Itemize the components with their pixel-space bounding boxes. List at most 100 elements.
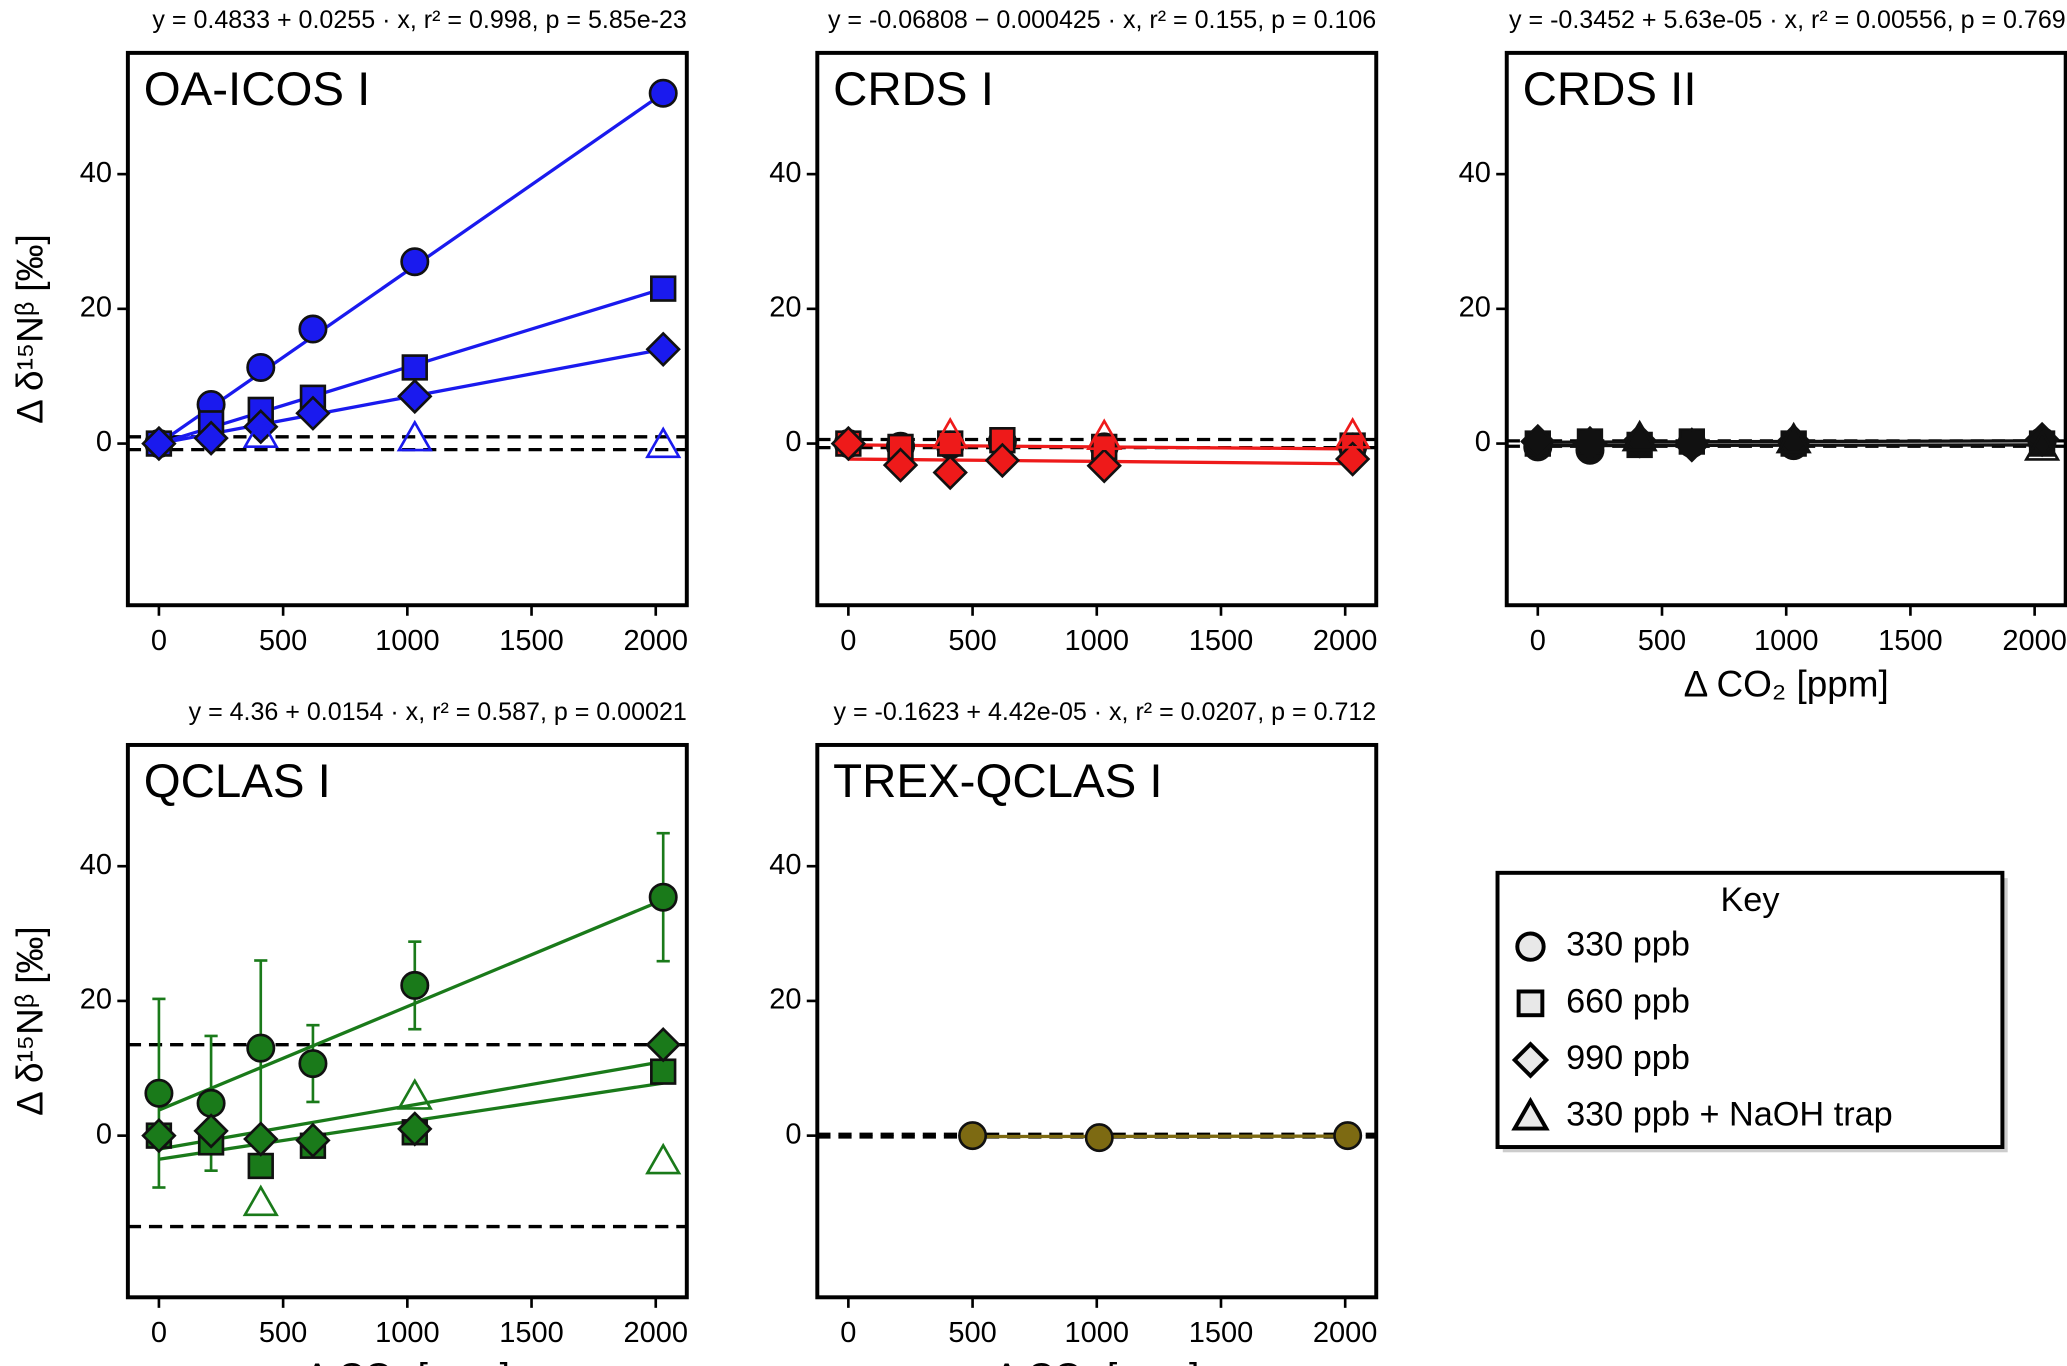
- data-point: [1333, 1121, 1363, 1151]
- x-tick-label: 500: [259, 625, 307, 657]
- data-point: [1775, 423, 1812, 460]
- y-tick-label: 0: [1475, 426, 1491, 458]
- x-tick-label: 500: [948, 1317, 996, 1349]
- data-point: [2023, 429, 2061, 461]
- plot-area: [127, 744, 687, 1298]
- data-point: [1084, 1123, 1114, 1153]
- panel-title: QCLAS I: [144, 755, 331, 808]
- data-point: [648, 882, 678, 912]
- x-tick-label: 500: [948, 625, 996, 657]
- x-tick-label: 2000: [623, 625, 688, 657]
- data-point: [243, 1121, 279, 1157]
- data-point: [397, 1111, 433, 1147]
- equation: y = -0.1623 + 4.42e-05 · x, r² = 0.0207,…: [834, 698, 1377, 726]
- data-point: [645, 331, 681, 367]
- x-tick-label: 0: [840, 1317, 856, 1349]
- data-point: [295, 395, 331, 431]
- data-point: [645, 426, 682, 459]
- data-point: [193, 1113, 229, 1149]
- data-point: [958, 1121, 988, 1151]
- plot-area: [127, 52, 687, 606]
- legend-marker: [1511, 1041, 1550, 1079]
- plot-frame: [1504, 50, 2067, 608]
- data-point: [401, 354, 428, 381]
- legend-label: 660 ppb: [1566, 982, 1690, 1020]
- x-tick-label: 2000: [1313, 625, 1378, 657]
- data-point: [246, 352, 276, 382]
- data-point: [400, 970, 430, 1000]
- data-point: [1775, 421, 1812, 454]
- data-point: [1572, 425, 1608, 462]
- legend-label: 330 ppb + NaOH trap: [1566, 1096, 1893, 1134]
- legend-marker: [1516, 989, 1545, 1018]
- data-point: [1334, 417, 1371, 449]
- x-tick-label: 500: [1638, 625, 1686, 657]
- x-tick-label: 2000: [623, 1317, 688, 1349]
- x-tick-label: 0: [1530, 625, 1546, 657]
- data-point: [882, 447, 919, 483]
- x-tick-label: 1500: [1878, 625, 1943, 657]
- data-point: [246, 1033, 276, 1063]
- x-axis-label: Δ CO₂ [ppm]: [1684, 664, 1889, 705]
- plot-area: [1506, 52, 2066, 606]
- legend-box: [1495, 870, 2005, 1149]
- x-tick-label: 1000: [1065, 1317, 1130, 1349]
- y-tick-label: 0: [96, 426, 112, 458]
- data-point: [141, 1117, 177, 1154]
- y-tick-label: 0: [785, 426, 801, 458]
- data-point: [1086, 448, 1122, 484]
- y-tick-label: 40: [1459, 157, 1491, 189]
- data-point: [242, 1184, 279, 1217]
- plot-frame: [125, 742, 689, 1300]
- plot-frame: [125, 50, 689, 608]
- legend-marker: [1515, 931, 1546, 962]
- data-point: [396, 419, 433, 452]
- x-tick-label: 1500: [499, 1317, 564, 1349]
- x-tick-label: 1000: [375, 1317, 440, 1349]
- x-tick-label: 1000: [1065, 625, 1130, 657]
- data-point: [645, 1142, 682, 1175]
- plot-area: [817, 52, 1377, 606]
- fit-line: [158, 1059, 664, 1151]
- equation: y = -0.06808 − 0.000425 · x, r² = 0.155,…: [828, 6, 1376, 34]
- x-axis-label: Δ CO₂ [ppm]: [994, 1356, 1199, 1366]
- data-point: [932, 417, 969, 449]
- data-point: [396, 1078, 433, 1110]
- equation: y = -0.3452 + 5.63e-05 · x, r² = 0.00556…: [1509, 6, 2066, 34]
- x-tick-label: 1500: [1189, 625, 1254, 657]
- data-point: [193, 420, 229, 456]
- data-point: [648, 78, 678, 108]
- data-point: [984, 442, 1021, 479]
- data-point: [298, 314, 328, 344]
- data-point: [400, 247, 430, 277]
- data-point: [1621, 419, 1658, 452]
- y-axis-label: Δ δ¹⁵Nᵝ [‰]: [10, 926, 51, 1116]
- data-point: [247, 1152, 274, 1180]
- y-axis-label: Δ δ¹⁵Nᵝ [‰]: [10, 234, 51, 424]
- data-point: [1086, 418, 1123, 451]
- y-tick-label: 0: [785, 1118, 801, 1150]
- y-tick-label: 20: [80, 292, 112, 324]
- data-point: [298, 1049, 328, 1079]
- data-point: [242, 416, 279, 448]
- y-tick-label: 0: [96, 1118, 112, 1150]
- data-point: [1674, 427, 1710, 463]
- plot-frame: [815, 50, 1379, 608]
- equation: y = 0.4833 + 0.0255 · x, r² = 0.998, p =…: [152, 6, 686, 34]
- legend-label: 330 ppb: [1566, 926, 1690, 964]
- data-point: [196, 1088, 226, 1118]
- y-tick-label: 40: [769, 157, 801, 189]
- data-point: [1334, 441, 1371, 477]
- x-axis-label: Δ CO₂ [ppm]: [305, 1356, 510, 1366]
- x-tick-label: 1000: [1754, 625, 1819, 657]
- data-point: [141, 425, 177, 462]
- data-point: [932, 454, 968, 491]
- data-point: [645, 1027, 681, 1063]
- data-point: [650, 275, 677, 302]
- x-tick-label: 500: [259, 1317, 307, 1349]
- panel-title: CRDS I: [833, 63, 994, 116]
- plot-area: [817, 744, 1377, 1298]
- y-tick-label: 40: [80, 849, 112, 881]
- x-tick-label: 0: [151, 625, 167, 657]
